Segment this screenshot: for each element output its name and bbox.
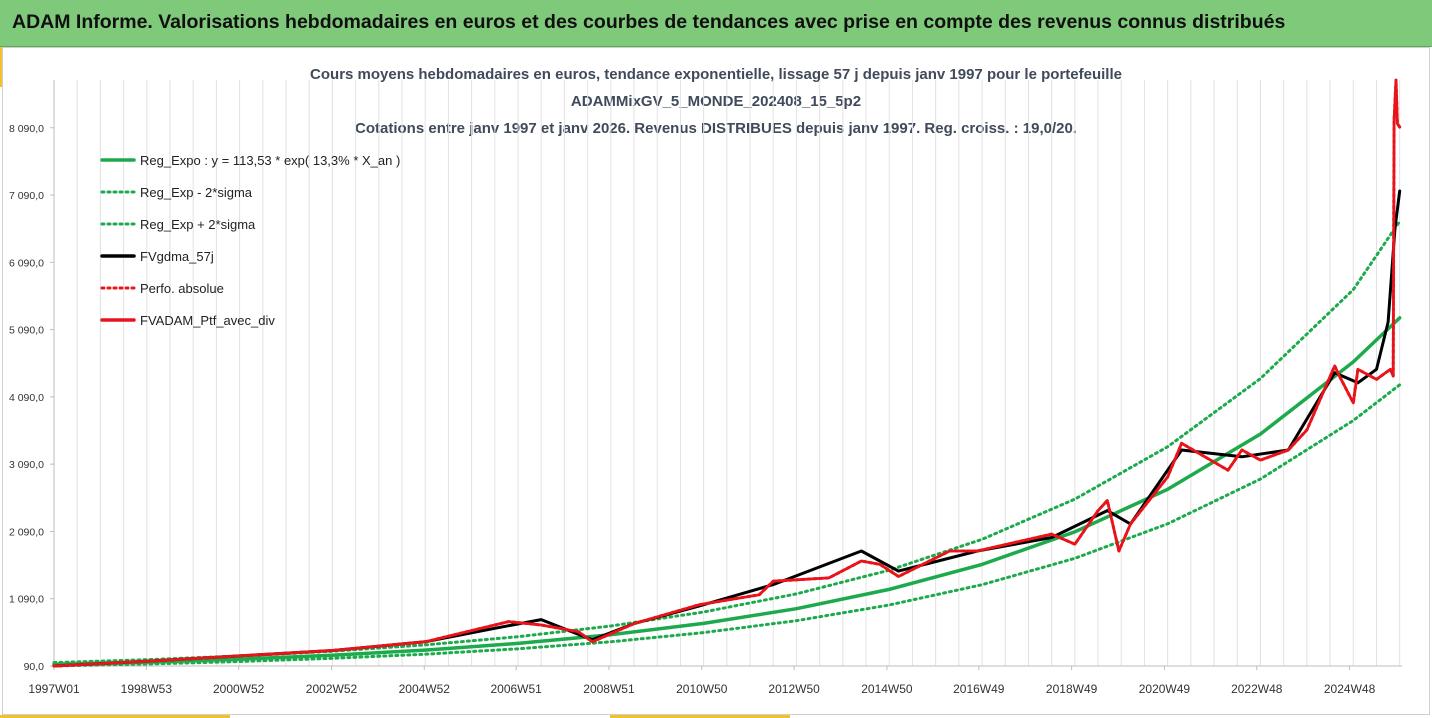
x-tick-label: 2012W50 <box>768 682 820 696</box>
legend-label: FVADAM_Ptf_avec_div <box>140 313 275 328</box>
y-tick-label: 6 090,0 <box>9 257 44 269</box>
y-tick-label: 1 090,0 <box>9 594 44 606</box>
y-tick-label: 90,0 <box>24 661 45 673</box>
series-layer <box>52 78 1402 668</box>
x-tick-label: 2004W52 <box>399 682 451 696</box>
x-tick-label: 2024W48 <box>1324 682 1376 696</box>
series-line-4 <box>52 78 1402 668</box>
legend-label: Perfo. absolue <box>140 281 224 296</box>
accent-bar-bottom-left <box>0 715 230 718</box>
chart-title-line-2: ADAMMixGV_5_MONDE_202408_15_5p2 <box>570 93 862 110</box>
legend-label: Reg_Exp + 2*sigma <box>140 217 256 232</box>
header-banner: ADAM Informe. Valorisations hebdomadaire… <box>0 0 1432 47</box>
grid-layer <box>76 80 1401 666</box>
legend-label: Reg_Expo : y = 113,53 * exp( 13,3% * X_a… <box>140 153 400 168</box>
y-tick-label: 3 090,0 <box>9 459 44 471</box>
report-title: ADAM Informe. Valorisations hebdomadaire… <box>12 11 1286 33</box>
x-tick-label: 2002W52 <box>306 682 358 696</box>
x-tick-label: 1997W01 <box>28 682 80 696</box>
series-line-2 <box>52 219 1402 665</box>
accent-bar-left <box>0 47 3 87</box>
legend: Reg_Expo : y = 113,53 * exp( 13,3% * X_a… <box>100 153 400 328</box>
legend-label: Reg_Exp - 2*sigma <box>140 185 253 200</box>
x-tick-label: 2008W51 <box>583 682 635 696</box>
x-tick-label: 2006W51 <box>490 682 542 696</box>
y-tick-label: 5 090,0 <box>9 325 44 337</box>
chart-title-line-1: Cours moyens hebdomadaires en euros, ten… <box>310 66 1122 83</box>
x-tick-label: 2010W50 <box>676 682 728 696</box>
y-tick-label: 8 090,0 <box>9 123 44 135</box>
axis-layer: 90,0 1 090,0 2 090,0 3 090,0 4 090,0 5 090,0 6… <box>9 80 1402 696</box>
accent-bar-bottom-mid <box>610 715 790 718</box>
x-tick-label: 2014W50 <box>861 682 913 696</box>
x-tick-label: 2000W52 <box>213 682 265 696</box>
x-tick-label: 2018W49 <box>1046 682 1098 696</box>
x-tick-label: 2020W49 <box>1139 682 1191 696</box>
x-tick-label: 2016W49 <box>953 682 1005 696</box>
y-tick-label: 7 090,0 <box>9 190 44 202</box>
chart-title-line-3: Cotations entre janv 1997 et janv 2026. … <box>355 120 1077 137</box>
x-tick-label: 1998W53 <box>121 682 173 696</box>
legend-label: FVgdma_57j <box>140 249 214 264</box>
x-tick-label: 2022W48 <box>1231 682 1283 696</box>
y-tick-label: 2 090,0 <box>9 526 44 538</box>
y-tick-label: 4 090,0 <box>9 392 44 404</box>
series-line-1 <box>52 383 1402 668</box>
